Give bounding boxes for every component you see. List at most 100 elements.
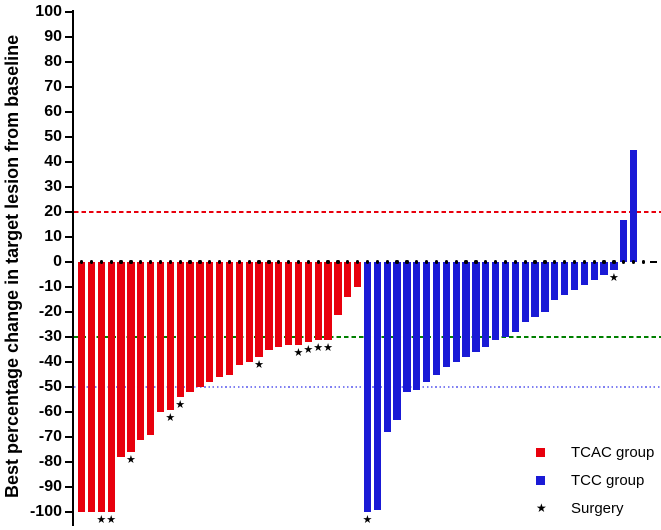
zero-baseline-dot	[425, 260, 429, 264]
y-axis-tick-label: 20	[44, 203, 62, 220]
zero-baseline-dot	[641, 260, 646, 264]
zero-baseline-dot	[208, 260, 212, 264]
y-axis-tick	[65, 161, 72, 163]
zero-baseline-dot	[277, 260, 281, 264]
zero-baseline-dot	[484, 260, 488, 264]
zero-baseline-dot	[503, 260, 508, 264]
surgery-star-icon: ★	[106, 514, 117, 526]
tcc-bar	[629, 149, 638, 262]
zero-baseline-dot	[415, 260, 419, 264]
tcc-bar	[452, 262, 460, 362]
zero-baseline-dot	[395, 260, 399, 264]
tcac-bar	[324, 262, 332, 340]
tcac-bar	[225, 262, 234, 375]
tcac-bar	[97, 262, 105, 512]
zero-baseline-dot	[237, 260, 241, 264]
tcac-bar	[265, 262, 273, 350]
tcc-bar	[413, 262, 421, 390]
tcc-bar	[501, 262, 510, 337]
tcc-bar	[620, 219, 628, 262]
tcac-bar	[304, 262, 312, 342]
zero-baseline-dot	[89, 260, 94, 264]
zero-baseline-dot	[109, 260, 113, 264]
zero-baseline-dot	[316, 260, 320, 264]
zero-baseline-dot	[129, 260, 133, 264]
zero-baseline-dot	[533, 260, 537, 264]
y-axis-tick	[65, 461, 72, 463]
zero-baseline-dot	[80, 260, 84, 264]
tcac-bar	[127, 262, 135, 452]
reference-line-20	[74, 211, 661, 213]
y-axis-tick	[65, 261, 72, 263]
y-axis-tick	[65, 136, 72, 138]
legend-label-tcac: TCAC group	[571, 443, 655, 461]
tcac-bar	[314, 262, 322, 340]
zero-baseline-dot	[523, 260, 527, 264]
surgery-star-icon: ★	[125, 454, 136, 466]
zero-baseline-dot	[649, 261, 657, 264]
tcac-bar	[344, 262, 352, 297]
y-axis-tick	[65, 186, 72, 188]
zero-baseline-dot	[632, 260, 636, 264]
tcc-swatch-icon	[536, 475, 545, 485]
y-axis-tick-label: 0	[53, 253, 62, 270]
y-axis-tick	[65, 86, 72, 88]
y-axis-tick-label: 100	[35, 3, 62, 20]
surgery-star-icon: ★	[362, 514, 373, 526]
y-axis-tick-label: 90	[44, 28, 62, 45]
y-axis-tick	[65, 486, 72, 488]
tcc-bar	[531, 262, 539, 317]
zero-baseline-dot	[622, 260, 626, 264]
y-axis-tick	[65, 111, 72, 113]
zero-baseline-dot	[592, 260, 596, 264]
tcc-bar	[541, 262, 549, 312]
y-axis-tick	[65, 436, 72, 438]
zero-baseline-dot	[572, 260, 577, 264]
zero-baseline-dot	[464, 260, 468, 264]
zero-baseline-dot	[444, 260, 448, 264]
y-axis-tick	[65, 386, 72, 388]
zero-baseline-dot	[119, 260, 123, 264]
zero-baseline-dot	[474, 260, 478, 264]
zero-baseline-dot	[227, 260, 232, 264]
y-axis-tick-label: -30	[38, 328, 62, 345]
y-axis-tick	[65, 411, 72, 413]
surgery-star-icon: ★	[303, 344, 314, 356]
tcac-bar	[107, 262, 115, 512]
tcac-bar	[146, 262, 155, 435]
zero-baseline-dot	[405, 260, 409, 264]
zero-baseline-dot	[257, 260, 261, 264]
zero-baseline-dot	[563, 260, 567, 264]
surgery-star-icon: ★	[608, 271, 619, 284]
legend-item-surgery: ★ Surgery	[536, 494, 654, 522]
tcac-bar	[294, 262, 303, 345]
tcac-bar	[166, 262, 174, 410]
surgery-star-icon: ★	[96, 514, 107, 526]
tcc-bar	[373, 262, 381, 510]
zero-baseline-dot	[218, 260, 222, 264]
tcac-bar	[284, 262, 293, 345]
tcc-bar	[442, 262, 450, 367]
tcac-bar	[235, 262, 243, 365]
tcc-bar	[403, 262, 411, 392]
tcac-bar	[196, 262, 204, 387]
tcc-bar	[511, 262, 519, 332]
zero-baseline-dot	[365, 260, 370, 264]
zero-baseline-dot	[326, 260, 330, 264]
y-axis-tick-label: 10	[44, 228, 62, 245]
surgery-star-icon: ★	[254, 359, 264, 371]
tcc-bar	[422, 262, 431, 382]
zero-baseline-dot	[385, 260, 389, 264]
y-axis-tick	[65, 11, 72, 13]
zero-baseline-dot	[139, 260, 143, 264]
zero-baseline-dot	[247, 260, 251, 264]
legend: TCAC group TCC group ★ Surgery	[536, 438, 654, 522]
legend-item-tcc: TCC group	[536, 466, 654, 494]
y-axis-tick-label: -90	[38, 478, 62, 495]
y-axis-tick	[65, 211, 72, 213]
y-axis-spine	[72, 10, 74, 526]
tcc-bar	[590, 262, 598, 280]
tcc-bar	[580, 262, 588, 285]
surgery-star-icon: ★	[293, 346, 304, 359]
